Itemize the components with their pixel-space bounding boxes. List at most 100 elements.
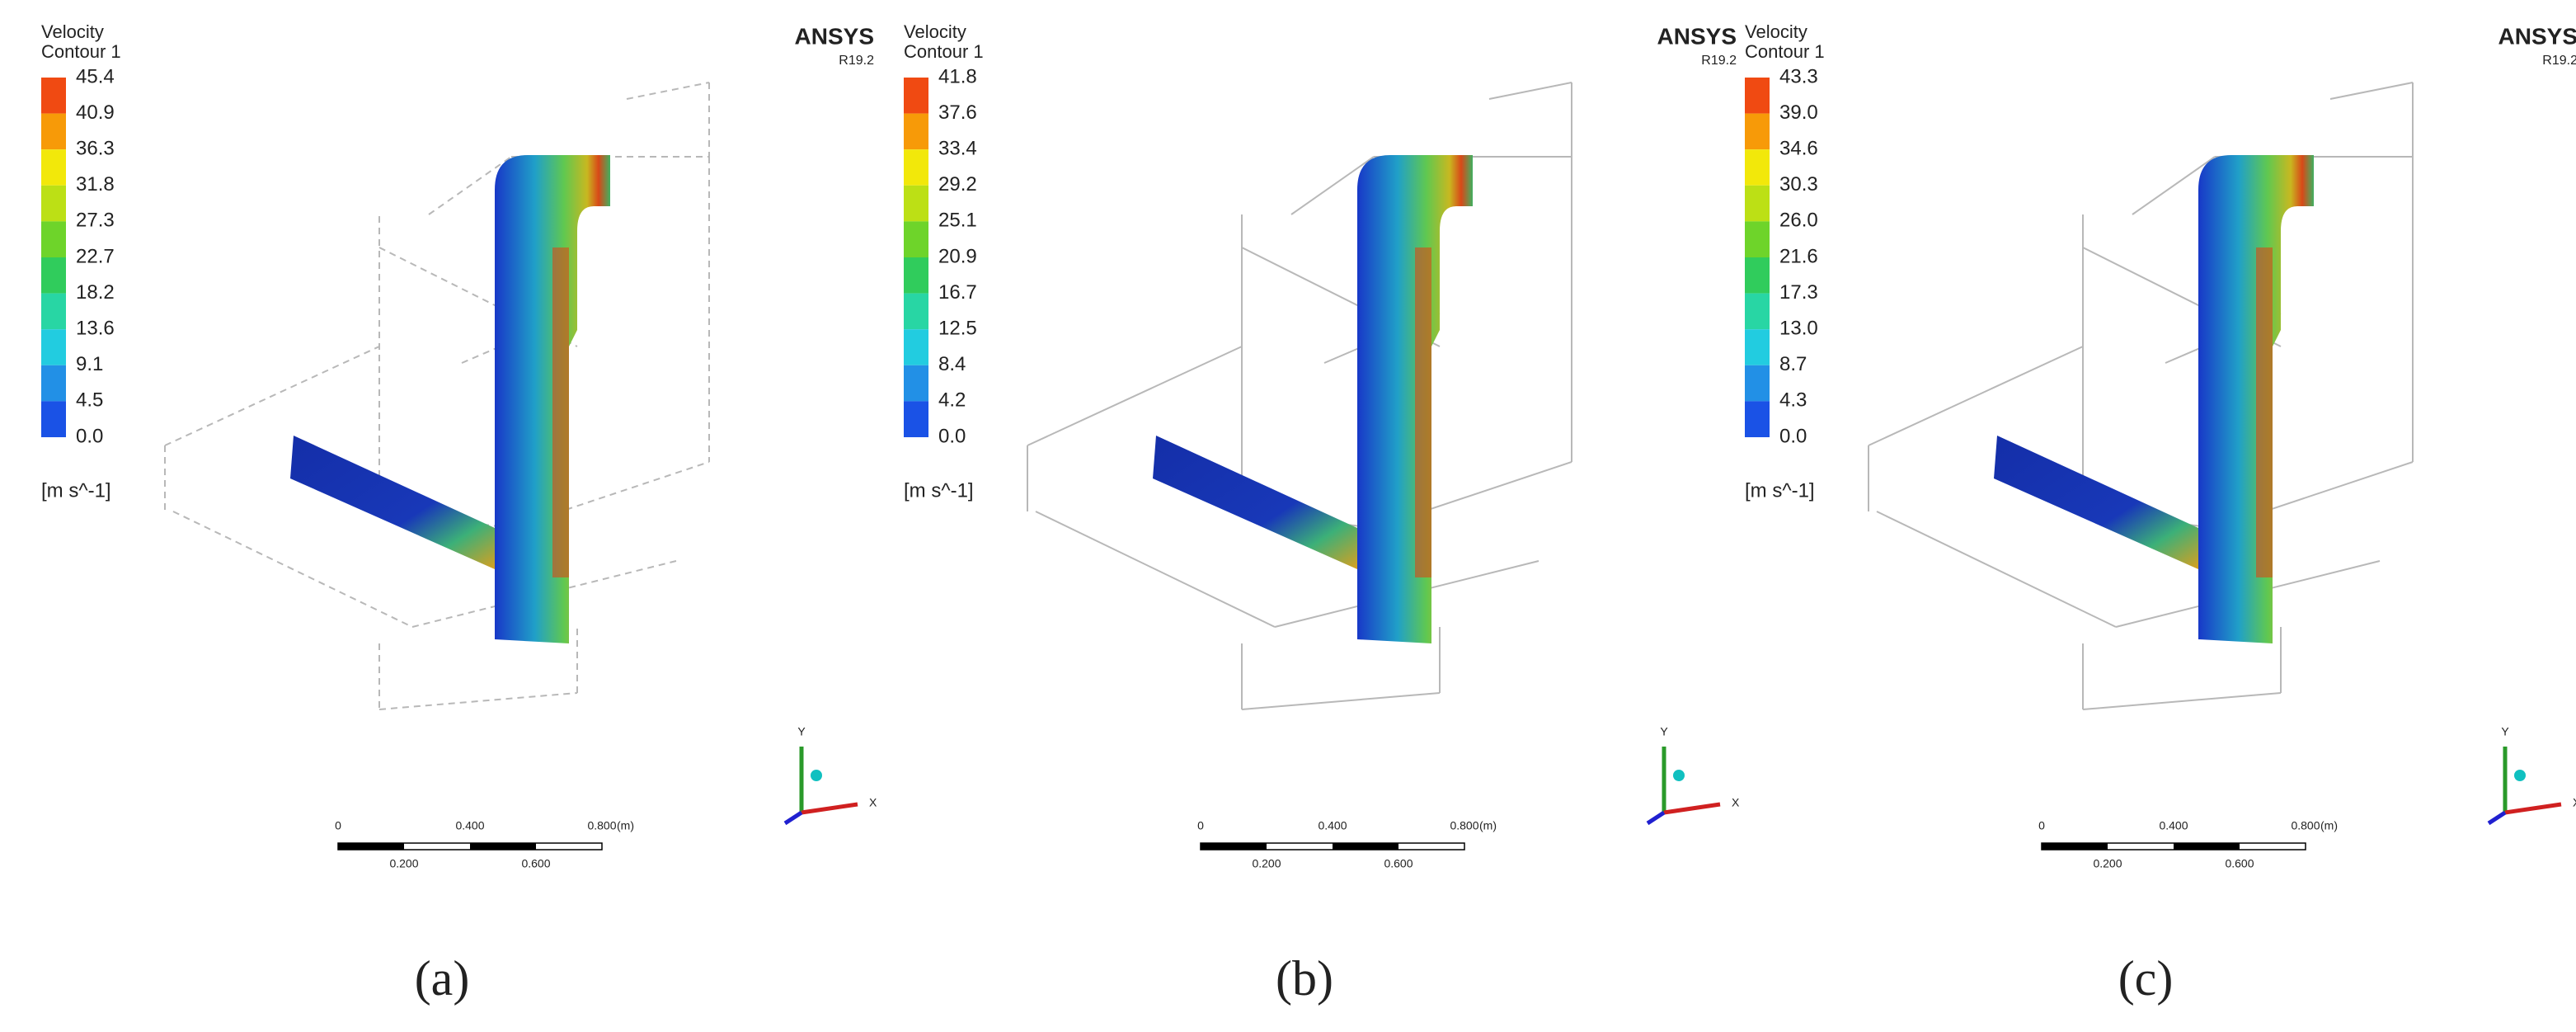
- wireframe: [1035, 511, 1276, 628]
- legend-value: 31.8: [76, 173, 115, 196]
- scale-label: 0.400: [455, 819, 484, 832]
- colorbar-segment: [1745, 149, 1770, 186]
- scale-label: 0.600: [521, 857, 550, 870]
- wireframe: [164, 346, 380, 446]
- colorbar-segment: [41, 293, 66, 330]
- version: R19.2: [2542, 54, 2576, 68]
- legend-value: 13.6: [76, 318, 115, 340]
- legend-title: Contour 1: [41, 41, 121, 62]
- wireframe: [1488, 82, 1572, 100]
- colorbar-segment: [1745, 113, 1770, 150]
- wireframe: [428, 156, 512, 215]
- colorbar-segment: [41, 149, 66, 186]
- legend-title: Contour 1: [904, 41, 984, 62]
- colorbar-segment: [1745, 185, 1770, 222]
- legend-value: 21.6: [1779, 245, 1818, 267]
- scale-label: 0.200: [2093, 857, 2122, 870]
- legend-value: 18.2: [76, 281, 115, 304]
- scale-label: 0: [2038, 819, 2045, 832]
- wireframe: [1290, 156, 1375, 215]
- duct-core: [2256, 247, 2273, 577]
- scale-label: 0.800: [587, 819, 616, 832]
- scale-label: 0.200: [1252, 857, 1281, 870]
- legend-value: 30.3: [1779, 173, 1818, 196]
- scale-bar: [1333, 843, 1398, 850]
- logo: ANSYS: [1657, 23, 1737, 49]
- legend-value: 13.0: [1779, 318, 1818, 340]
- scale-bar: [2042, 843, 2108, 850]
- axis-label: X: [1732, 796, 1740, 809]
- wireframe: [1027, 346, 1243, 446]
- scale-label: 0.600: [1384, 857, 1413, 870]
- legend-value: 8.7: [1779, 353, 1807, 375]
- inclined-plate: [1153, 436, 1357, 569]
- colorbar-segment: [1745, 221, 1770, 257]
- legend-value: 34.6: [1779, 138, 1818, 160]
- legend-value: 0.0: [938, 425, 966, 447]
- inclined-plate: [290, 436, 495, 569]
- colorbar-segment: [1745, 329, 1770, 365]
- duct-core: [552, 247, 569, 577]
- legend-value: 0.0: [76, 425, 103, 447]
- wireframe: [1876, 511, 2117, 628]
- legend-value: 17.3: [1779, 281, 1818, 304]
- wireframe: [1868, 346, 2084, 446]
- legend-value: 37.6: [938, 101, 977, 124]
- colorbar-segment: [904, 185, 928, 222]
- scale-label: (m): [617, 819, 634, 832]
- axis-marker: [2514, 770, 2526, 781]
- scale-bar: [338, 843, 404, 850]
- legend-value: 4.2: [938, 389, 966, 412]
- axis-x: [2504, 802, 2562, 815]
- colorbar-segment: [1745, 293, 1770, 330]
- legend-value: 8.4: [938, 353, 966, 375]
- logo: ANSYS: [2498, 23, 2576, 49]
- logo: ANSYS: [795, 23, 874, 49]
- caption: (a): [415, 951, 470, 1006]
- legend-value: 9.1: [76, 353, 103, 375]
- scale-label: 0.800: [1450, 819, 1478, 832]
- legend-title: Velocity: [41, 21, 104, 42]
- axis-x: [1663, 802, 1721, 815]
- legend-value: 33.4: [938, 138, 977, 160]
- legend-value: 25.1: [938, 210, 977, 232]
- colorbar-segment: [1745, 401, 1770, 437]
- legend-title: Velocity: [1745, 21, 1807, 42]
- colorbar-segment: [41, 78, 66, 114]
- wireframe: [1241, 692, 1441, 710]
- colorbar-segment: [41, 185, 66, 222]
- legend-title: Contour 1: [1745, 41, 1825, 62]
- colorbar-segment: [904, 78, 928, 114]
- axis-label: X: [869, 796, 877, 809]
- wireframe: [626, 82, 710, 100]
- duct-core: [1415, 247, 1431, 577]
- colorbar-segment: [904, 329, 928, 365]
- colorbar-segment: [904, 149, 928, 186]
- scale-label: (m): [1479, 819, 1497, 832]
- colorbar-segment: [904, 257, 928, 294]
- legend-value: 45.4: [76, 65, 115, 87]
- wireframe: [378, 692, 578, 710]
- colorbar-segment: [41, 113, 66, 150]
- scale-label: 0.400: [1318, 819, 1347, 832]
- wireframe: [2082, 692, 2282, 710]
- axis-label: Y: [1660, 725, 1668, 738]
- wireframe: [2132, 156, 2216, 215]
- colorbar-segment: [904, 365, 928, 402]
- axis-marker: [811, 770, 822, 781]
- scale-bar: [1201, 843, 1267, 850]
- legend-value: 39.0: [1779, 101, 1818, 124]
- legend-value: 27.3: [76, 210, 115, 232]
- legend-unit: [m s^-1]: [1745, 479, 1815, 502]
- colorbar-segment: [904, 113, 928, 150]
- legend-unit: [m s^-1]: [904, 479, 974, 502]
- colorbar-segment: [904, 401, 928, 437]
- legend-value: 26.0: [1779, 210, 1818, 232]
- axis-label: X: [2573, 796, 2576, 809]
- version: R19.2: [1701, 54, 1737, 68]
- colorbar-segment: [1745, 78, 1770, 114]
